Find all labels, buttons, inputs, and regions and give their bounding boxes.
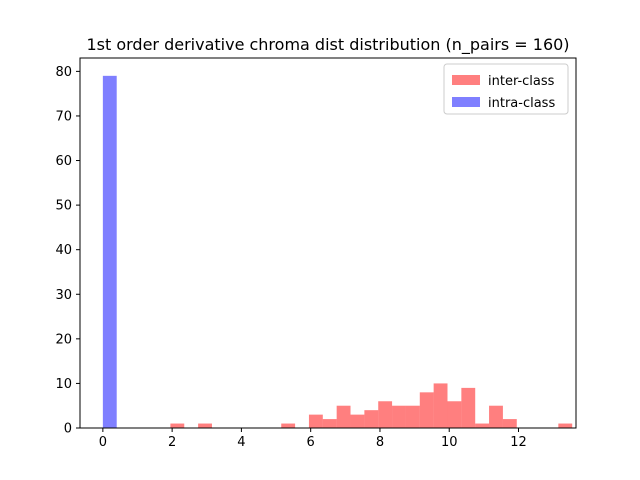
y-tick-label: 50 (55, 199, 72, 214)
x-tick-label: 10 (441, 435, 458, 450)
histogram-bar (405, 405, 420, 428)
legend-label: inter-class (488, 74, 555, 89)
y-axis: 0 10 20 30 40 50 60 70 80 (55, 65, 80, 437)
series-intra-class (102, 75, 117, 428)
histogram-bar (489, 405, 503, 428)
legend-label: intra-class (488, 96, 555, 111)
y-tick-label: 80 (55, 65, 72, 80)
histogram-bar (475, 423, 490, 428)
x-tick-label: 8 (376, 435, 384, 450)
histogram-bar (447, 401, 462, 428)
histogram-bar (558, 423, 573, 428)
y-tick-label: 40 (55, 243, 72, 258)
histogram-bar (364, 410, 379, 428)
histogram-bar (378, 401, 393, 428)
y-tick-label: 20 (55, 332, 72, 347)
histogram-bar (198, 423, 212, 428)
x-tick-label: 6 (307, 435, 315, 450)
legend-swatch (452, 97, 480, 107)
histogram-bar (102, 75, 117, 428)
histogram-bar (336, 405, 351, 428)
plot-frame (79, 57, 577, 429)
histogram-bar (419, 392, 434, 428)
histogram-bar (308, 414, 323, 428)
histogram-bar (350, 414, 365, 428)
x-tick-label: 4 (237, 435, 245, 450)
legend-swatch (452, 75, 480, 85)
histogram-bar (461, 387, 476, 428)
y-tick-label: 0 (64, 422, 72, 437)
x-tick-label: 12 (510, 435, 527, 450)
histogram-bar (502, 419, 517, 428)
chart-title: 1st order derivative chroma dist distrib… (86, 35, 569, 55)
histogram-bar (433, 383, 448, 428)
y-tick-label: 70 (55, 109, 72, 124)
y-tick-label: 60 (55, 154, 72, 169)
series-inter-class (170, 383, 573, 428)
x-tick-label: 2 (168, 435, 176, 450)
histogram-bar (322, 419, 337, 428)
histogram-bar (170, 423, 185, 428)
y-tick-label: 30 (55, 288, 72, 303)
plot-area (102, 75, 573, 428)
histogram-bar (281, 423, 296, 428)
x-tick-label: 0 (99, 435, 107, 450)
legend: inter-class intra-class (443, 63, 569, 115)
y-tick-label: 10 (55, 377, 72, 392)
histogram-bar (392, 405, 406, 428)
x-axis: 0 2 4 6 8 10 12 (99, 428, 527, 450)
